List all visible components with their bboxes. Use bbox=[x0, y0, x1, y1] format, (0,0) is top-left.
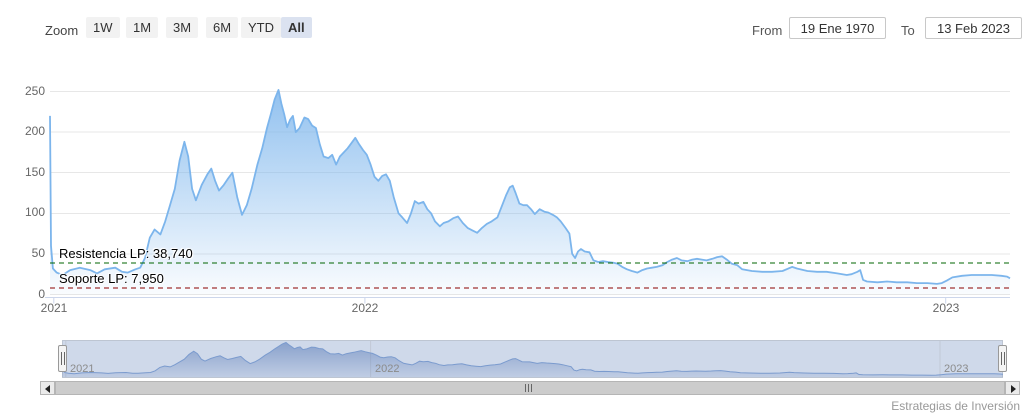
x-axis-label: 2022 bbox=[351, 301, 379, 315]
resistance-label: Resistencia LP: 38,740 bbox=[59, 246, 193, 261]
y-axis-label: 200 bbox=[24, 124, 45, 138]
to-date-input[interactable] bbox=[925, 17, 1022, 39]
left-arrow-icon bbox=[45, 385, 50, 393]
scrollbar-right-button[interactable] bbox=[1005, 381, 1020, 395]
navigator-left-handle[interactable] bbox=[58, 345, 67, 372]
chart-plot-area[interactable] bbox=[50, 72, 1010, 297]
zoom-button-1w[interactable]: 1W bbox=[86, 17, 120, 38]
scrollbar-grip-icon[interactable] bbox=[525, 384, 532, 392]
navigator-year-label: 2021 bbox=[70, 363, 95, 375]
scrollbar-left-button[interactable] bbox=[40, 381, 55, 395]
zoom-range-label: Zoom bbox=[45, 23, 79, 38]
from-date-input[interactable] bbox=[789, 17, 886, 39]
y-axis-label: 250 bbox=[24, 84, 45, 98]
support-label: Soporte LP: 7,950 bbox=[59, 271, 164, 286]
zoom-button-1m[interactable]: 1M bbox=[126, 17, 159, 38]
to-label: To bbox=[901, 23, 915, 38]
navigator[interactable] bbox=[62, 340, 1003, 378]
y-axis-label: 100 bbox=[24, 205, 45, 219]
x-axis-label: 2023 bbox=[932, 301, 960, 315]
zoom-button-6m[interactable]: 6M bbox=[206, 17, 239, 38]
zoom-button-ytd[interactable]: YTD bbox=[241, 17, 281, 38]
zoom-button-all[interactable]: All bbox=[281, 17, 312, 38]
credits-link[interactable]: Estrategias de Inversión bbox=[891, 399, 1020, 413]
zoom-button-3m[interactable]: 3M bbox=[166, 17, 199, 38]
y-axis-label: 0 bbox=[38, 287, 45, 301]
from-label: From bbox=[752, 23, 783, 38]
y-axis-label: 50 bbox=[31, 246, 45, 260]
x-axis-label: 2021 bbox=[40, 301, 68, 315]
y-axis-label: 150 bbox=[24, 165, 45, 179]
right-arrow-icon bbox=[1011, 385, 1016, 393]
scrollbar-track[interactable] bbox=[55, 381, 1005, 395]
navigator-right-handle[interactable] bbox=[998, 345, 1007, 372]
navigator-year-label: 2023 bbox=[944, 363, 969, 375]
navigator-year-label: 2022 bbox=[375, 363, 400, 375]
